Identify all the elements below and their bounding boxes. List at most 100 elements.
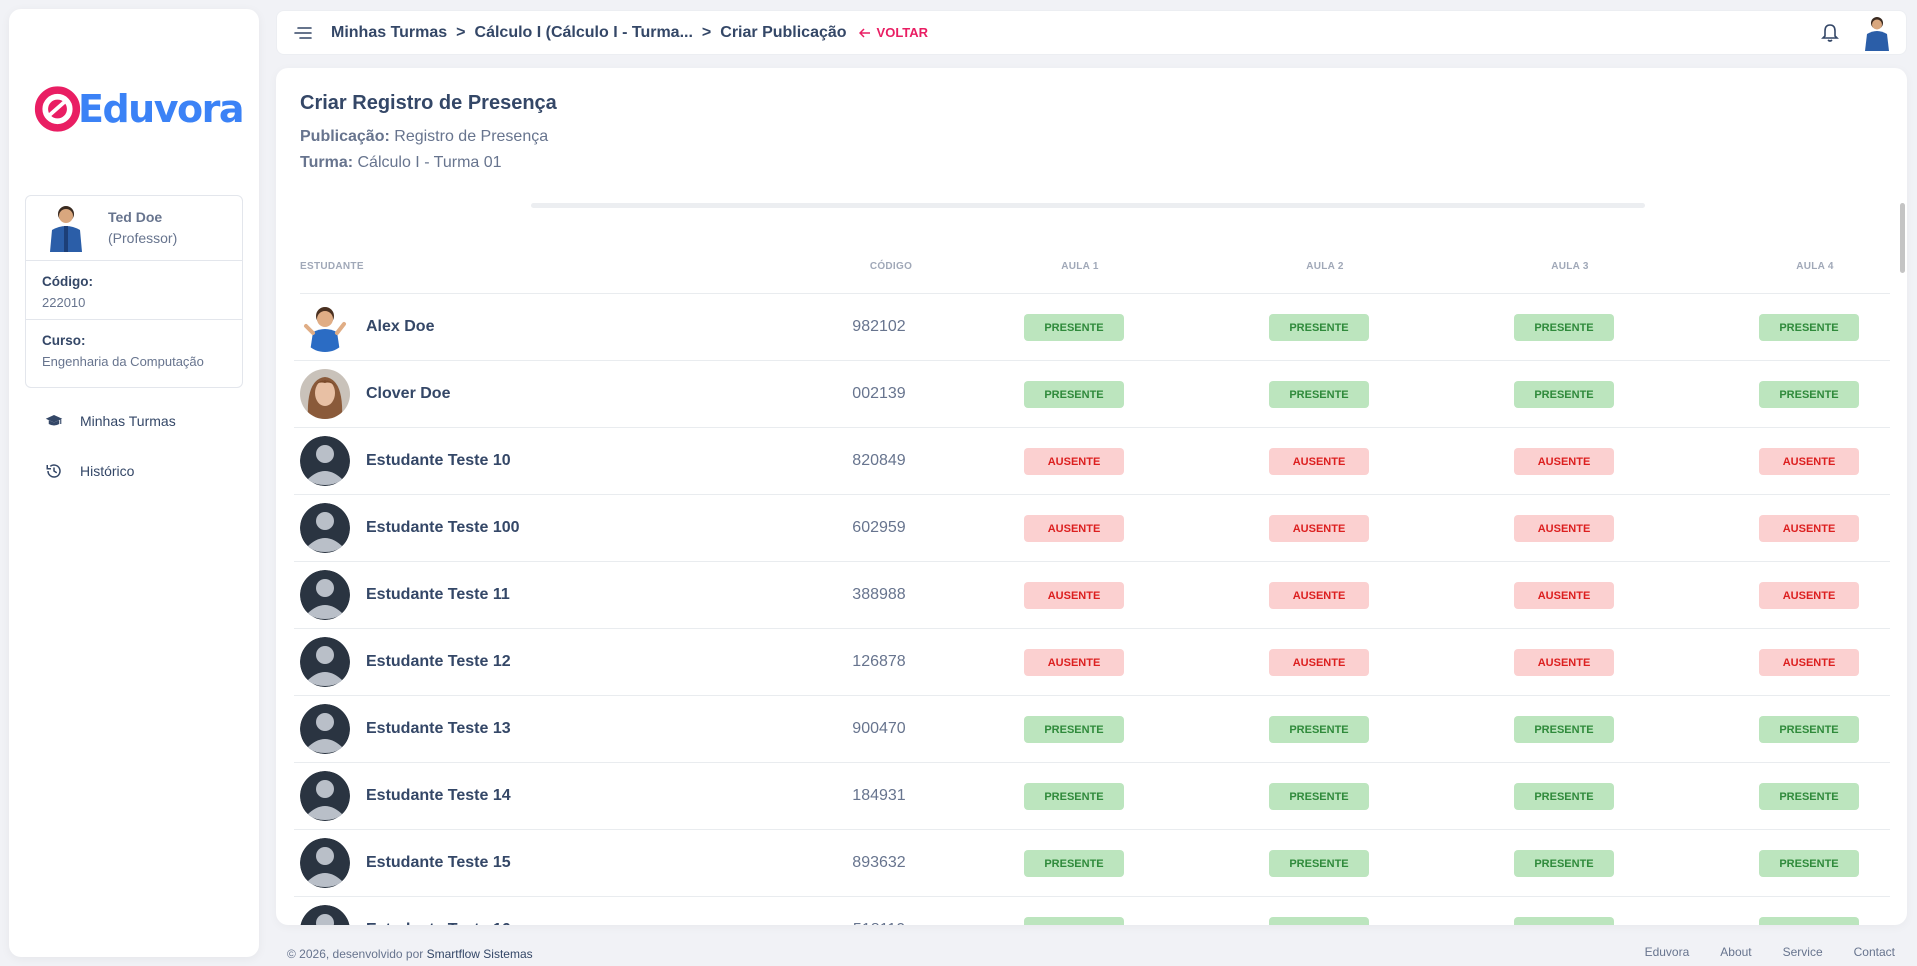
- column-header-aula-1: AULA 1: [1061, 261, 1099, 272]
- top-bar: Minhas Turmas > Cálculo I (Cálculo I - T…: [276, 10, 1907, 55]
- attendance-toggle-aula-3[interactable]: AUSENTE: [1514, 649, 1614, 676]
- footer-copyright: © 2026, desenvolvido por Smartflow Siste…: [287, 947, 533, 961]
- attendance-toggle-aula-1[interactable]: PRESENTE: [1024, 783, 1124, 810]
- table-row: Alex Doe 982102 PRESENTE PRESENTE PRESENTE PR…: [294, 294, 1890, 361]
- table-row: Estudante Teste 15 893632 PRESENTE PRESENTE…: [294, 830, 1890, 897]
- table-row: Estudante Teste 13 900470 PRESENTE PRESENTE…: [294, 696, 1890, 763]
- attendance-toggle-aula-2[interactable]: PRESENTE: [1269, 917, 1369, 925]
- profile-course-value: Engenharia da Computação: [42, 354, 204, 369]
- profile-code-label: Código:: [42, 274, 93, 289]
- table-row: Estudante Teste 12 126878 AUSENTE AUSENTE AU…: [294, 629, 1890, 696]
- table-header: ESTUDANTE CÓDIGO AULA 1 AULA 2 AULA 3 AU…: [300, 261, 1890, 294]
- attendance-toggle-aula-2[interactable]: PRESENTE: [1269, 716, 1369, 743]
- student-name: Clover Doe: [366, 385, 451, 402]
- attendance-toggle-aula-2[interactable]: AUSENTE: [1269, 515, 1369, 542]
- student-code: 602959: [852, 519, 906, 536]
- breadcrumb-separator: >: [456, 23, 466, 41]
- attendance-toggle-aula-2[interactable]: AUSENTE: [1269, 448, 1369, 475]
- footer-link-contact[interactable]: Contact: [1853, 945, 1895, 959]
- column-header-codigo: CÓDIGO: [869, 261, 913, 272]
- attendance-toggle-aula-1[interactable]: AUSENTE: [1024, 649, 1124, 676]
- table-row: Estudante Teste 11 388988 AUSENTE AUSENTE AU…: [294, 562, 1890, 629]
- attendance-toggle-aula-4[interactable]: PRESENTE: [1759, 783, 1859, 810]
- attendance-toggle-aula-2[interactable]: AUSENTE: [1269, 582, 1369, 609]
- profile-name: Ted Doe: [108, 209, 163, 225]
- attendance-toggle-aula-3[interactable]: PRESENTE: [1514, 917, 1614, 925]
- attendance-toggle-aula-3[interactable]: PRESENTE: [1514, 381, 1614, 408]
- company-link[interactable]: Smartflow Sistemas: [426, 947, 533, 961]
- attendance-toggle-aula-4[interactable]: PRESENTE: [1759, 716, 1859, 743]
- attendance-toggle-aula-4[interactable]: AUSENTE: [1759, 649, 1859, 676]
- attendance-toggle-aula-3[interactable]: PRESENTE: [1514, 716, 1614, 743]
- page-title: Criar Registro de Presença: [300, 92, 557, 114]
- attendance-toggle-aula-4[interactable]: AUSENTE: [1759, 448, 1859, 475]
- graduation-cap-icon: [45, 415, 63, 426]
- student-name: Estudante Teste 15: [366, 854, 511, 871]
- sidebar-item-label: Histórico: [80, 463, 135, 479]
- table-row: Estudante Teste 14 184931 PRESENTE PRESENTE…: [294, 763, 1890, 830]
- scrollbar[interactable]: [1900, 203, 1905, 273]
- attendance-toggle-aula-1[interactable]: PRESENTE: [1024, 314, 1124, 341]
- attendance-toggle-aula-3[interactable]: AUSENTE: [1514, 515, 1614, 542]
- attendance-toggle-aula-1[interactable]: PRESENTE: [1024, 850, 1124, 877]
- profile-course: Curso: Engenharia da Computação: [26, 320, 242, 379]
- arrow-left-icon: [858, 27, 870, 38]
- attendance-toggle-aula-4[interactable]: AUSENTE: [1759, 515, 1859, 542]
- student-code: 002139: [852, 385, 906, 402]
- attendance-toggle-aula-1[interactable]: AUSENTE: [1024, 448, 1124, 475]
- breadcrumb-minhas-turmas[interactable]: Minhas Turmas: [331, 23, 448, 41]
- profile-role: (Professor): [108, 230, 178, 246]
- publication-value: Registro de Presença: [394, 128, 549, 145]
- class-line: Turma: Cálculo I - Turma 01: [300, 154, 502, 172]
- profile-header: Ted Doe (Professor): [26, 196, 242, 261]
- attendance-toggle-aula-3[interactable]: PRESENTE: [1514, 314, 1614, 341]
- attendance-toggle-aula-3[interactable]: AUSENTE: [1514, 448, 1614, 475]
- attendance-toggle-aula-4[interactable]: PRESENTE: [1759, 314, 1859, 341]
- attendance-toggle-aula-4[interactable]: PRESENTE: [1759, 850, 1859, 877]
- attendance-toggle-aula-1[interactable]: PRESENTE: [1024, 917, 1124, 925]
- student-name: Estudante Teste 16: [366, 921, 511, 925]
- attendance-toggle-aula-2[interactable]: PRESENTE: [1269, 783, 1369, 810]
- attendance-toggle-aula-4[interactable]: AUSENTE: [1759, 582, 1859, 609]
- user-avatar[interactable]: [1862, 15, 1892, 51]
- attendance-toggle-aula-2[interactable]: PRESENTE: [1269, 850, 1369, 877]
- breadcrumb-turma[interactable]: Cálculo I (Cálculo I - Turma...: [474, 23, 693, 41]
- footer-link-about[interactable]: About: [1720, 945, 1752, 959]
- attendance-toggle-aula-2[interactable]: PRESENTE: [1269, 314, 1369, 341]
- sidebar-item-label: Minhas Turmas: [80, 413, 176, 429]
- attendance-toggle-aula-2[interactable]: AUSENTE: [1269, 649, 1369, 676]
- attendance-toggle-aula-3[interactable]: AUSENTE: [1514, 582, 1614, 609]
- sidebar-item-minhas-turmas[interactable]: Minhas Turmas: [45, 412, 176, 430]
- history-icon: [46, 464, 61, 478]
- sidebar-item-historico[interactable]: Histórico: [45, 462, 134, 480]
- attendance-toggle-aula-1[interactable]: PRESENTE: [1024, 381, 1124, 408]
- footer-link-service[interactable]: Service: [1782, 945, 1823, 959]
- attendance-card: Criar Registro de Presença Publicação: R…: [276, 68, 1907, 925]
- logo-mark-icon: [34, 86, 81, 132]
- attendance-toggle-aula-2[interactable]: PRESENTE: [1269, 381, 1369, 408]
- attendance-toggle-aula-4[interactable]: PRESENTE: [1759, 917, 1859, 925]
- attendance-toggle-aula-3[interactable]: PRESENTE: [1514, 850, 1614, 877]
- progress-track: [531, 203, 1645, 208]
- student-avatar: [300, 637, 350, 687]
- table-row: Clover Doe 002139 PRESENTE PRESENTE PRESENTE…: [294, 361, 1890, 428]
- logo-text: Eduvora: [78, 87, 244, 131]
- attendance-toggle-aula-3[interactable]: PRESENTE: [1514, 783, 1614, 810]
- attendance-toggle-aula-4[interactable]: PRESENTE: [1759, 381, 1859, 408]
- back-button[interactable]: VOLTAR: [858, 25, 928, 40]
- attendance-toggle-aula-1[interactable]: AUSENTE: [1024, 582, 1124, 609]
- student-name: Estudante Teste 13: [366, 720, 511, 737]
- student-code: 982102: [852, 318, 906, 335]
- profile-card: Ted Doe (Professor) Código: 222010 Curso…: [25, 195, 243, 388]
- student-name: Estudante Teste 10: [366, 452, 511, 469]
- attendance-toggle-aula-1[interactable]: AUSENTE: [1024, 515, 1124, 542]
- menu-icon[interactable]: [293, 23, 313, 43]
- copyright-text: © 2026, desenvolvido por: [287, 947, 424, 961]
- class-label: Turma:: [300, 154, 354, 171]
- eduvora-logo[interactable]: Eduvora: [33, 81, 244, 137]
- bell-icon[interactable]: [1820, 23, 1840, 43]
- column-header-estudante: ESTUDANTE: [300, 261, 364, 272]
- student-code: 184931: [852, 787, 906, 804]
- footer-link-eduvora[interactable]: Eduvora: [1644, 945, 1690, 959]
- attendance-toggle-aula-1[interactable]: PRESENTE: [1024, 716, 1124, 743]
